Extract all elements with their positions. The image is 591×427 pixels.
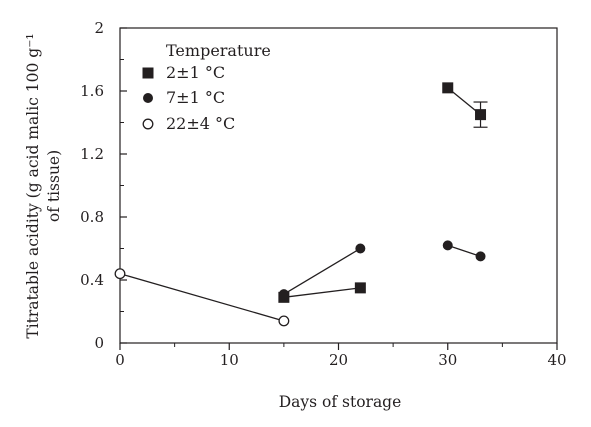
y-axis-title-line-1: Titratable acidity (g acid malic 100 g⁻¹: [24, 33, 42, 338]
data-point: [442, 240, 453, 251]
x-tick-label: 30: [438, 351, 457, 369]
data-point: [475, 251, 486, 262]
x-tick-label: 20: [329, 351, 348, 369]
y-tick-label: 2: [94, 19, 104, 37]
legend-title: Temperature: [166, 41, 271, 60]
x-tick-label: 10: [220, 351, 239, 369]
y-tick-label: 1.6: [80, 82, 104, 100]
data-point: [442, 82, 454, 94]
series-line: [283, 247, 361, 295]
legend-label: 7±1 °C: [166, 88, 225, 107]
data-point: [278, 289, 289, 300]
data-point: [355, 243, 366, 254]
axis-tick-labels: 0 10 20 30 40 0 0.4 0.8 1.2 1.6 2: [80, 19, 566, 369]
data-point: [114, 268, 126, 280]
y-tick-label: 0.8: [80, 208, 104, 226]
data-markers: [114, 82, 487, 327]
legend-label: 2±1 °C: [166, 63, 225, 82]
y-axis-title: Titratable acidity (g acid malic 100 g⁻¹…: [24, 33, 63, 338]
legend-marker: [142, 118, 154, 130]
series-line: [119, 273, 285, 322]
x-tick-label: 40: [547, 351, 566, 369]
y-tick-label: 1.2: [80, 145, 104, 163]
legend: Temperature 2±1 °C 7±1 °C 22±4 °C: [142, 41, 271, 133]
data-point: [354, 282, 366, 294]
data-point: [475, 109, 487, 121]
series-line: [283, 287, 361, 298]
legend-marker: [142, 67, 154, 79]
legend-label: 22±4 °C: [166, 114, 235, 133]
x-tick-label: 0: [115, 351, 125, 369]
y-axis-title-line-2: of tissue): [45, 150, 63, 222]
axis-ticks: [119, 27, 558, 350]
y-tick-label: 0: [94, 334, 104, 352]
y-tick-label: 0.4: [80, 271, 104, 289]
legend-marker: [143, 93, 153, 103]
series-line: [447, 244, 481, 257]
data-point: [278, 315, 290, 327]
x-axis-title: Days of storage: [279, 393, 402, 411]
